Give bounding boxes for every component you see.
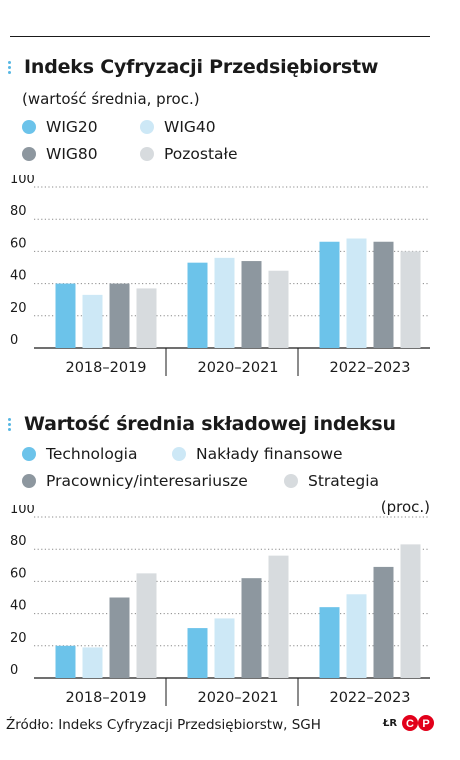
- bar: [241, 261, 262, 348]
- legend-swatch: [140, 147, 154, 161]
- chart1-subtitle: (wartość średnia, proc.): [22, 90, 200, 108]
- chart2: 0 20 40 60 80 100 2018–2019 2020–2021 2022–2023: [0, 505, 440, 710]
- y-tick-label: 60: [10, 236, 27, 251]
- legend-item: WIG40: [140, 118, 216, 136]
- legend-item: Strategia: [284, 472, 379, 490]
- bar: [187, 628, 208, 678]
- legend-swatch: [284, 474, 298, 488]
- logo-letter-c: C: [406, 718, 414, 730]
- bar: [400, 544, 421, 678]
- legend-swatch: [140, 120, 154, 134]
- legend-item: Technologia: [22, 445, 137, 463]
- logo-text: ŁR: [383, 717, 398, 729]
- y-tick-label: 20: [10, 301, 27, 316]
- y-tick-label: 60: [10, 566, 27, 581]
- dots-icon: [6, 58, 16, 76]
- bar: [268, 270, 289, 348]
- y-tick-label: 100: [10, 505, 35, 517]
- bar: [400, 251, 421, 348]
- bar: [55, 645, 76, 678]
- x-tick-label: 2020–2021: [197, 690, 278, 706]
- legend-item: WIG20: [22, 118, 98, 136]
- bar: [373, 241, 394, 348]
- bar: [346, 594, 367, 678]
- legend-swatch: [172, 447, 186, 461]
- legend-item: WIG80: [22, 145, 98, 163]
- legend-label: Pracownicy/interesariusze: [46, 472, 248, 490]
- top-rule: [10, 36, 430, 37]
- bar: [319, 241, 340, 348]
- legend-swatch: [22, 474, 36, 488]
- y-tick-label: 80: [10, 204, 27, 219]
- bar: [241, 578, 262, 678]
- chart1: 0 20 40 60 80 100 2018–2019 2020–2021 2022–2023: [0, 175, 440, 380]
- logo-letter-p: P: [422, 718, 429, 730]
- legend-label: WIG40: [164, 118, 216, 136]
- x-tick-label: 2018–2019: [65, 360, 146, 376]
- bar: [82, 294, 103, 348]
- bar: [268, 555, 289, 678]
- bar: [109, 597, 130, 678]
- legend-label: Strategia: [308, 472, 380, 490]
- bar-chart-svg: 0 20 40 60 80 100 2018–2019 2020–2021 2022–2023: [10, 175, 430, 376]
- legend-label: Technologia: [46, 445, 138, 463]
- y-tick-label: 80: [10, 534, 27, 549]
- x-tick-label: 2022–2023: [329, 360, 410, 376]
- x-tick-label: 2018–2019: [65, 690, 146, 706]
- y-tick-label: 40: [10, 599, 27, 614]
- chart1-title-row: Indeks Cyfryzacji Przedsiębiorstw: [6, 56, 378, 78]
- legend-item: Pracownicy/interesariusze: [22, 472, 248, 490]
- legend-label: Nakłady finansowe: [196, 445, 343, 463]
- bar: [214, 618, 235, 678]
- y-tick-label: 40: [10, 269, 27, 284]
- legend-item: Nakłady finansowe: [172, 445, 343, 463]
- publisher-logo: ŁR C P: [383, 714, 435, 732]
- y-tick-label: 0: [10, 333, 18, 348]
- y-tick-label: 100: [10, 175, 35, 187]
- legend-label: Pozostałe: [164, 145, 238, 163]
- legend-label: WIG80: [46, 145, 98, 163]
- bar-chart-svg: 0 20 40 60 80 100 2018–2019 2020–2021 2022–2023: [10, 505, 430, 706]
- bar: [187, 262, 208, 348]
- legend-swatch: [22, 447, 36, 461]
- y-tick-label: 20: [10, 631, 27, 646]
- x-tick-label: 2022–2023: [329, 690, 410, 706]
- legend-swatch: [22, 120, 36, 134]
- bar: [214, 257, 235, 348]
- y-tick-label: 0: [10, 663, 18, 678]
- legend-swatch: [22, 147, 36, 161]
- source-note: Źródło: Indeks Cyfryzacji Przedsiębiorst…: [6, 717, 321, 733]
- bar: [373, 566, 394, 678]
- bar: [319, 607, 340, 678]
- chart2-title: Wartość średnia składowej indeksu: [24, 413, 396, 435]
- bar: [346, 238, 367, 348]
- bar: [136, 573, 157, 678]
- legend-label: WIG20: [46, 118, 98, 136]
- chart1-title: Indeks Cyfryzacji Przedsiębiorstw: [24, 56, 379, 78]
- bar: [55, 283, 76, 348]
- legend-item: Pozostałe: [140, 145, 238, 163]
- cp-logo-icon: C P: [402, 715, 435, 731]
- bar: [82, 647, 103, 678]
- x-tick-label: 2020–2021: [197, 360, 278, 376]
- chart2-unit: (proc.): [380, 498, 430, 516]
- bar: [109, 283, 130, 348]
- chart2-title-row: Wartość średnia składowej indeksu: [6, 413, 396, 435]
- bar: [136, 288, 157, 348]
- dots-icon: [6, 415, 16, 433]
